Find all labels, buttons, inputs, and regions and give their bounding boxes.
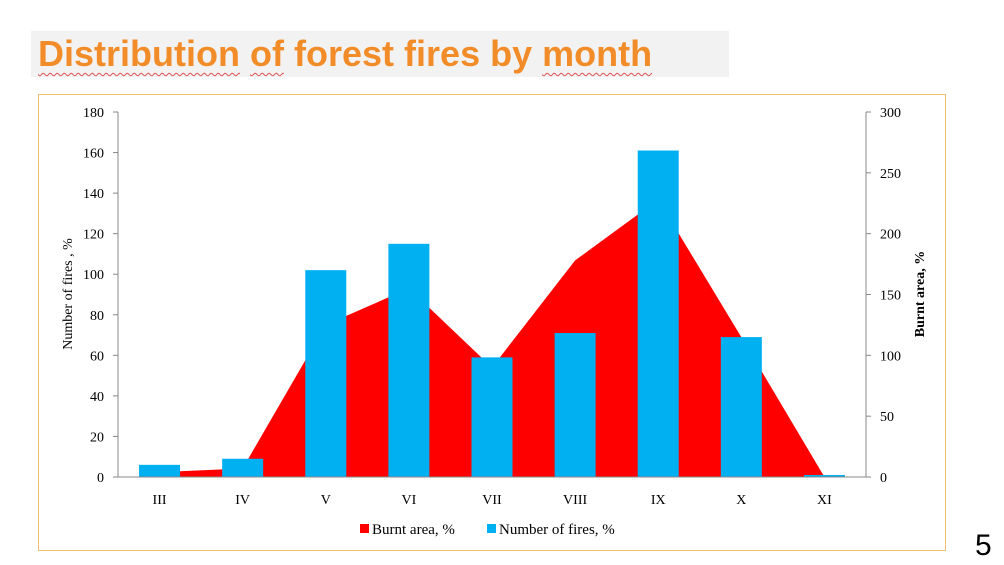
y-tick-label-left: 120 bbox=[83, 228, 104, 243]
fires-bar bbox=[554, 333, 596, 477]
y-tick-label-left: 180 bbox=[83, 106, 104, 121]
title-word: fires bbox=[404, 33, 481, 74]
y-tick-label-right: 200 bbox=[880, 228, 901, 243]
y-tick-label-right: 150 bbox=[880, 289, 901, 304]
fires-bar bbox=[305, 270, 347, 477]
fires-bar bbox=[139, 464, 181, 477]
y-tick-label-left: 60 bbox=[90, 349, 104, 364]
y-axis-title-left: Number of fires , % bbox=[61, 238, 76, 350]
x-tick-label: XI bbox=[817, 493, 832, 508]
x-tick-label: IV bbox=[235, 493, 250, 508]
y-tick-label-right: 50 bbox=[880, 410, 894, 425]
y-tick-label-left: 100 bbox=[83, 268, 104, 283]
y-tick-label-left: 20 bbox=[90, 430, 104, 445]
y-tick-label-left: 80 bbox=[90, 309, 104, 324]
fires-bar bbox=[803, 474, 845, 477]
fires-bar bbox=[388, 243, 430, 477]
fires-bar bbox=[222, 458, 264, 477]
x-tick-label: V bbox=[321, 493, 331, 508]
x-tick-label: III bbox=[153, 493, 167, 508]
title-word: Distribution bbox=[38, 33, 240, 74]
x-tick-label: VII bbox=[482, 493, 502, 508]
slide-title: Distribution of forest fires by month bbox=[38, 33, 652, 75]
title-background bbox=[31, 31, 729, 77]
chart-frame bbox=[38, 94, 946, 551]
legend-label-fires: Number of fires, % bbox=[499, 522, 615, 538]
y-tick-label-left: 140 bbox=[83, 187, 104, 202]
title-word: by bbox=[490, 33, 533, 74]
legend-swatch-burnt-area bbox=[360, 524, 369, 533]
title-word: forest bbox=[294, 33, 395, 74]
title-word: of bbox=[250, 33, 284, 74]
x-tick-label: X bbox=[736, 493, 746, 508]
y-tick-label-right: 300 bbox=[880, 106, 901, 121]
y-tick-label-left: 40 bbox=[90, 390, 104, 405]
y-tick-label-left: 160 bbox=[83, 147, 104, 162]
fires-bar bbox=[637, 150, 679, 477]
legend-label-burnt-area: Burnt area, % bbox=[372, 522, 455, 538]
title-word: month bbox=[542, 33, 653, 74]
y-axis-title-right: Burnt area, % bbox=[913, 251, 928, 337]
y-tick-label-right: 250 bbox=[880, 167, 901, 182]
x-tick-label: VI bbox=[401, 493, 416, 508]
y-tick-label-left: 0 bbox=[97, 471, 104, 486]
fires-bar bbox=[720, 337, 762, 477]
x-tick-label: VIII bbox=[563, 493, 587, 508]
fires-bar bbox=[471, 357, 513, 477]
y-tick-label-right: 0 bbox=[880, 471, 887, 486]
slide-number: 5 bbox=[975, 529, 992, 562]
x-tick-label: IX bbox=[651, 493, 666, 508]
y-tick-label-right: 100 bbox=[880, 349, 901, 364]
legend-swatch-fires bbox=[487, 524, 496, 533]
